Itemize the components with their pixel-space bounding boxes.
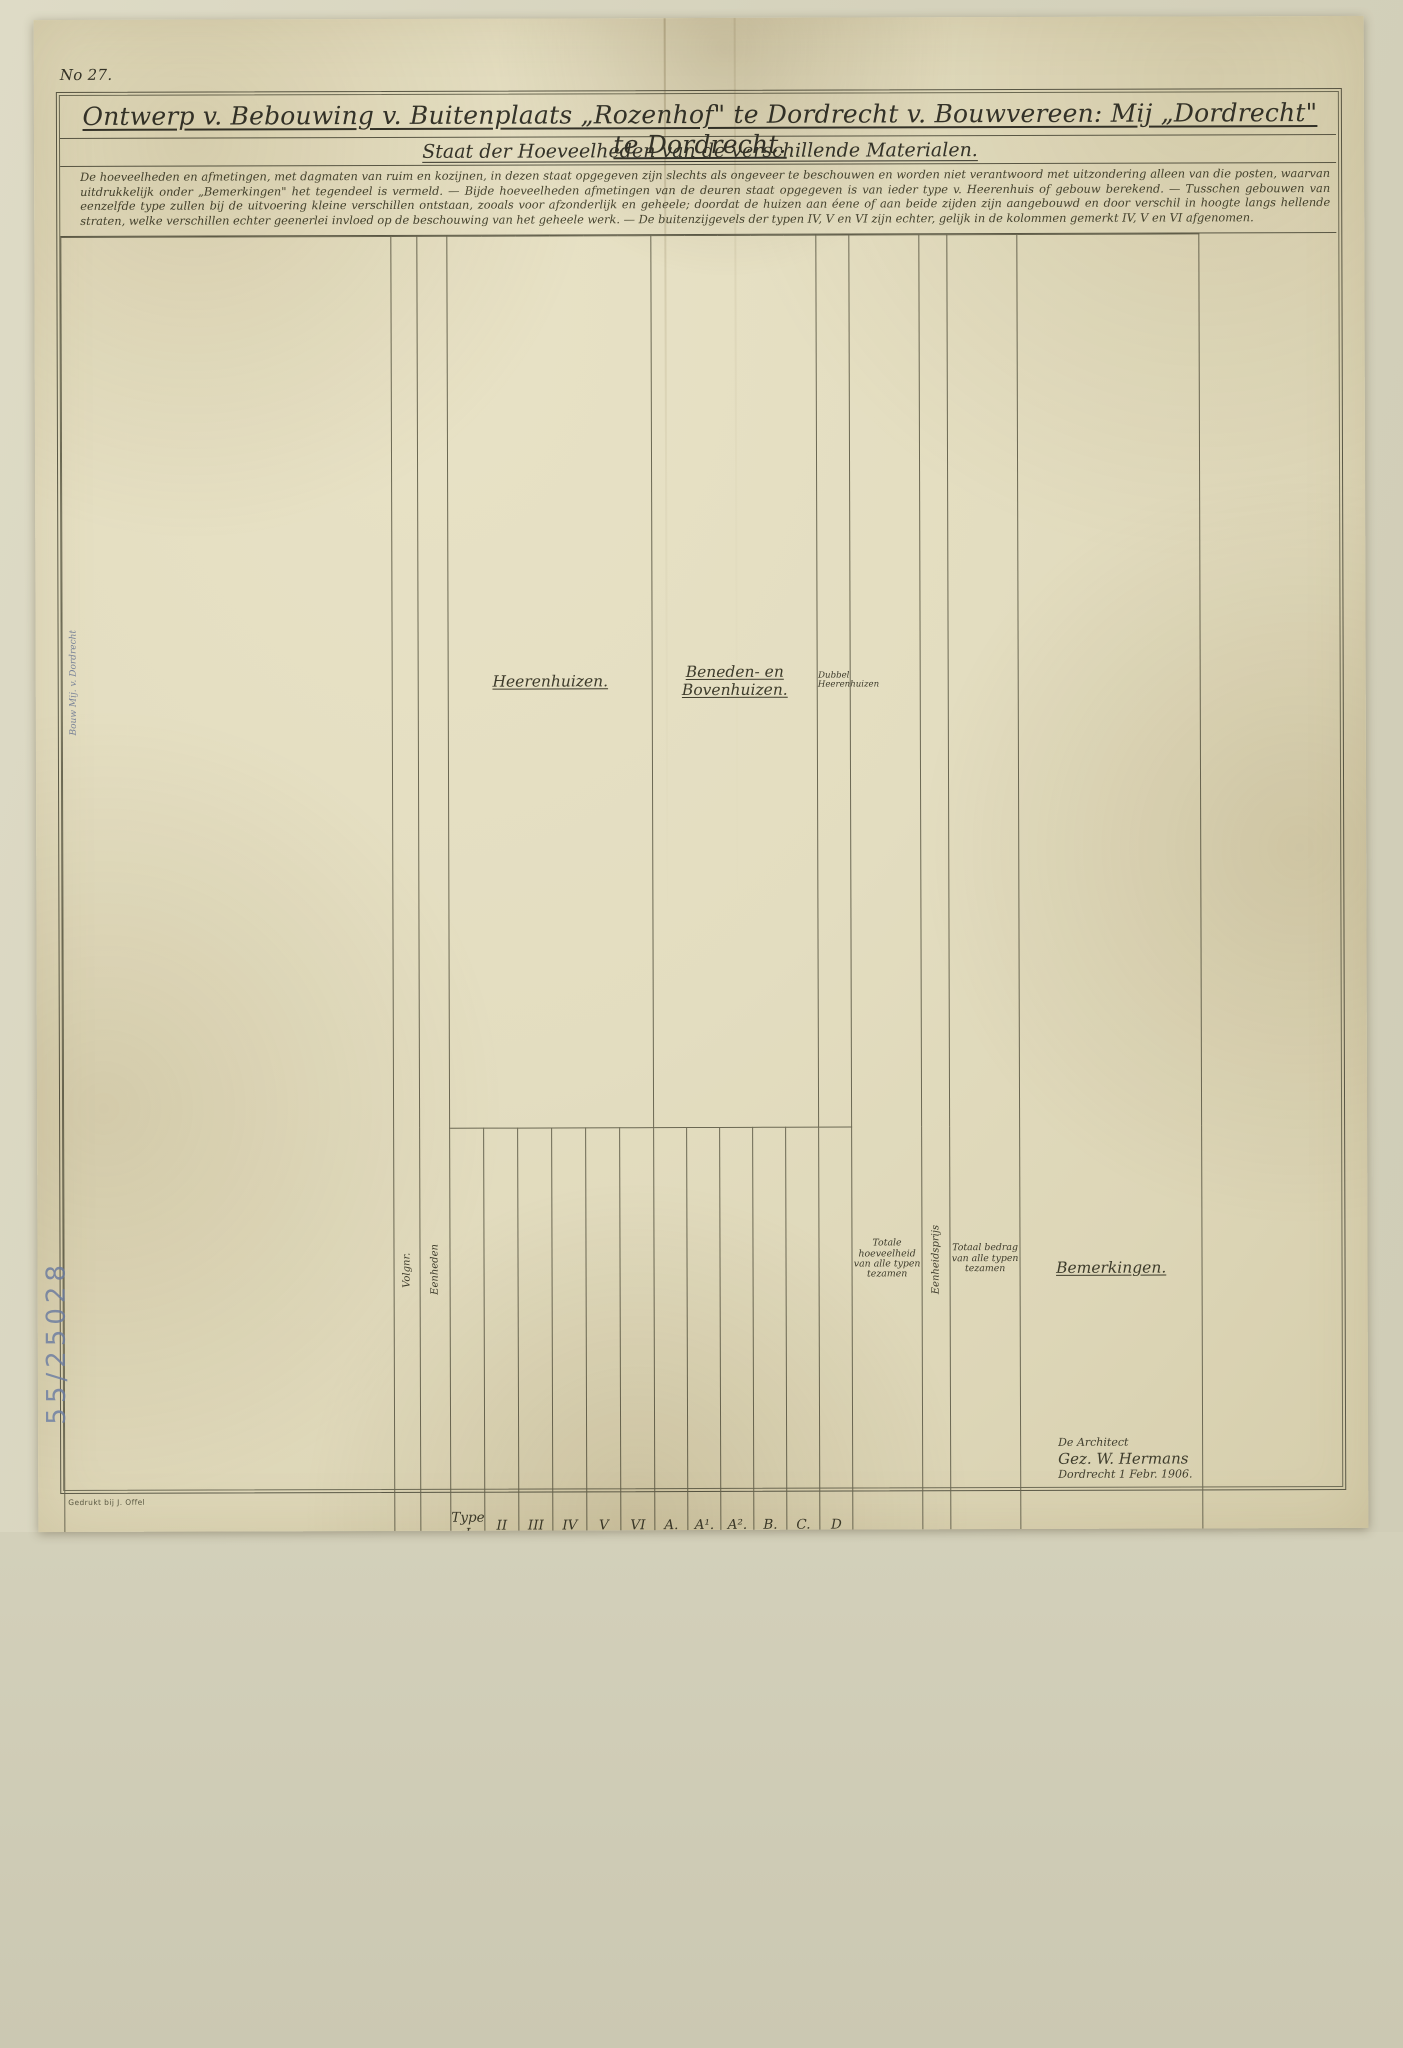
signature-place-date: Dordrecht 1 Febr. 1906. (1058, 1467, 1193, 1481)
desk-surface-below-sheet (0, 1532, 1403, 2048)
side-annotation: Bouw Mij. v. Dordrecht (68, 629, 79, 736)
header-type-A¹: A¹. (686, 1127, 723, 1533)
header-type-A: A. (653, 1127, 690, 1533)
header-remarks: Bemerkingen. (1016, 233, 1206, 1533)
header-type-IV: IV (551, 1127, 589, 1533)
header-group-benedenbovenhuizen: Beneden- en Bovenhuizen. (650, 235, 819, 1128)
header-row-groups: Volgnr. Eenheden Heerenhuizen. Beneden- en … (60, 233, 1339, 1533)
header-material-col (60, 236, 398, 1533)
quantities-table-wrapper: Volgnr. Eenheden Heerenhuizen. Beneden- en … (60, 232, 1341, 1533)
header-type-TypeI: Type I (449, 1128, 487, 1533)
document-reference-number: No 27. (59, 65, 113, 85)
quantities-table: Volgnr. Eenheden Heerenhuizen. Beneden- en … (60, 233, 1347, 1533)
printer-credit: Gedrukt bij J. Offel (68, 1497, 146, 1507)
page-subtitle: Staat der Hoeveelheden van de verschille… (422, 139, 978, 163)
archive-stamp-number: 55/25028 (41, 1259, 73, 1425)
header-type-C: C. (785, 1127, 822, 1533)
header-type-B: B. (752, 1127, 789, 1533)
header-group-heerenhuizen: Heerenhuizen. (446, 235, 654, 1129)
header-type-A²: A². (719, 1127, 756, 1533)
header-group-dubbel-heerenhuizen: Dubbel Heerenhuizen (815, 235, 879, 1128)
header-type-III: III (517, 1127, 555, 1533)
header-type-D: D (818, 1126, 855, 1533)
document-sheet: No 27. Ontwerp v. Bebouwing v. Buitenpla… (33, 15, 1369, 1533)
signature-name: Gez. W. Hermans (1058, 1449, 1189, 1468)
header-type-II: II (483, 1127, 521, 1533)
header-total-qty: Totale hoeveelheid van alle typen tezame… (848, 234, 926, 1533)
header-type-VI: VI (619, 1127, 657, 1533)
table-header: Volgnr. Eenheden Heerenhuizen. Beneden- en … (60, 233, 1343, 1533)
signature-role: De Architect (1058, 1435, 1129, 1449)
explanatory-note: De hoeveelheden en afmetingen, met dagma… (80, 166, 1331, 228)
header-type-V: V (585, 1127, 623, 1533)
signature-block: De Architect Gez. W. Hermans Dordrecht 1… (1058, 1434, 1338, 1483)
header-total-amount: Totaal bedrag van alle typen tezamen (946, 234, 1024, 1533)
